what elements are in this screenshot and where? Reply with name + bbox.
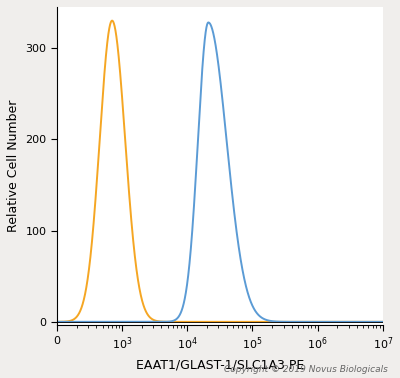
X-axis label: EAAT1/GLAST-1/SLC1A3 PE: EAAT1/GLAST-1/SLC1A3 PE (136, 358, 304, 371)
Y-axis label: Relative Cell Number: Relative Cell Number (7, 100, 20, 232)
Text: Copyright © 2019 Novus Biologicals: Copyright © 2019 Novus Biologicals (224, 365, 388, 374)
